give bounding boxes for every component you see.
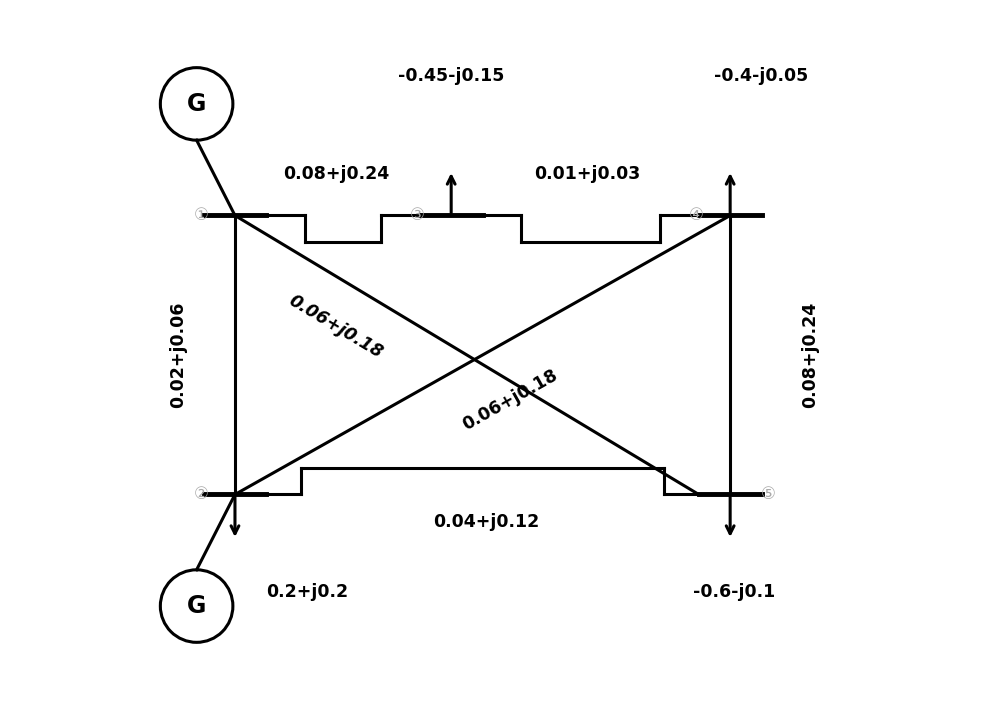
Text: ①: ①	[194, 207, 209, 224]
Text: ③: ③	[410, 207, 425, 224]
Text: 0.2+j0.2: 0.2+j0.2	[266, 583, 348, 601]
Text: 0.08+j0.24: 0.08+j0.24	[283, 165, 389, 183]
Text: ④: ④	[689, 207, 704, 224]
Text: ②: ②	[194, 486, 209, 503]
Text: 0.06+j0.18: 0.06+j0.18	[460, 366, 561, 434]
Text: G: G	[187, 594, 206, 618]
Text: -0.6-j0.1: -0.6-j0.1	[693, 583, 775, 601]
Text: 0.01+j0.03: 0.01+j0.03	[534, 165, 640, 183]
Text: -0.4-j0.05: -0.4-j0.05	[714, 67, 809, 85]
Text: -0.45-j0.15: -0.45-j0.15	[398, 67, 504, 85]
Text: 0.04+j0.12: 0.04+j0.12	[433, 513, 539, 531]
Text: 0.08+j0.24: 0.08+j0.24	[801, 302, 819, 408]
Text: G: G	[187, 92, 206, 116]
Text: 0.02+j0.06: 0.02+j0.06	[169, 302, 187, 408]
Text: 0.06+j0.18: 0.06+j0.18	[286, 292, 386, 362]
Text: ⑤: ⑤	[761, 486, 776, 503]
